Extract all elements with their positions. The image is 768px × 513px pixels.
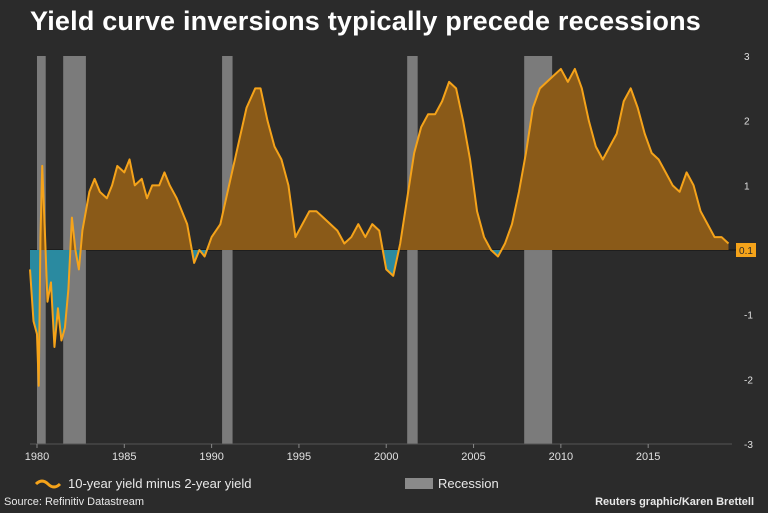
series-line bbox=[29, 67, 730, 387]
spread-area bbox=[30, 68, 729, 386]
x-tick-label: 1980 bbox=[25, 451, 49, 463]
x-tick-label: 2010 bbox=[549, 451, 573, 463]
y-tick-label: 1 bbox=[744, 181, 750, 192]
x-tick-label: 2005 bbox=[461, 451, 485, 463]
x-tick-label: 2000 bbox=[374, 451, 398, 463]
y-tick-label: -3 bbox=[744, 440, 753, 451]
legend-label-recession: Recession bbox=[438, 476, 499, 491]
source-note: Source: Refinitiv Datastream bbox=[4, 496, 144, 508]
x-tick-label: 1990 bbox=[199, 451, 223, 463]
spread-line bbox=[29, 67, 730, 387]
legend: 10-year yield minus 2-year yield Recessi… bbox=[34, 476, 499, 491]
y-tick-label: -1 bbox=[744, 311, 753, 322]
axes: -3 -2 -1 1 2 3 0.1 1980 1985 1990 1995 2000 2005 2010… bbox=[25, 52, 756, 463]
spread-area-positive bbox=[30, 68, 729, 250]
legend-recession-swatch bbox=[405, 478, 433, 489]
x-tick-label: 1995 bbox=[287, 451, 311, 463]
legend-line-swatch bbox=[34, 479, 62, 489]
y-tick-label: 3 bbox=[744, 52, 750, 63]
x-tick-label: 2015 bbox=[636, 451, 660, 463]
y-tick-label: 2 bbox=[744, 117, 750, 128]
chart-title: Yield curve inversions typically precede… bbox=[30, 6, 702, 36]
x-tick-label: 1985 bbox=[112, 451, 136, 463]
latest-value-label: 0.1 bbox=[739, 246, 753, 257]
y-tick-label: -2 bbox=[744, 375, 753, 386]
latest-value-badge bbox=[736, 243, 756, 257]
credit-note: Reuters graphic/Karen Brettell bbox=[595, 496, 754, 508]
legend-label-spread: 10-year yield minus 2-year yield bbox=[68, 476, 252, 491]
